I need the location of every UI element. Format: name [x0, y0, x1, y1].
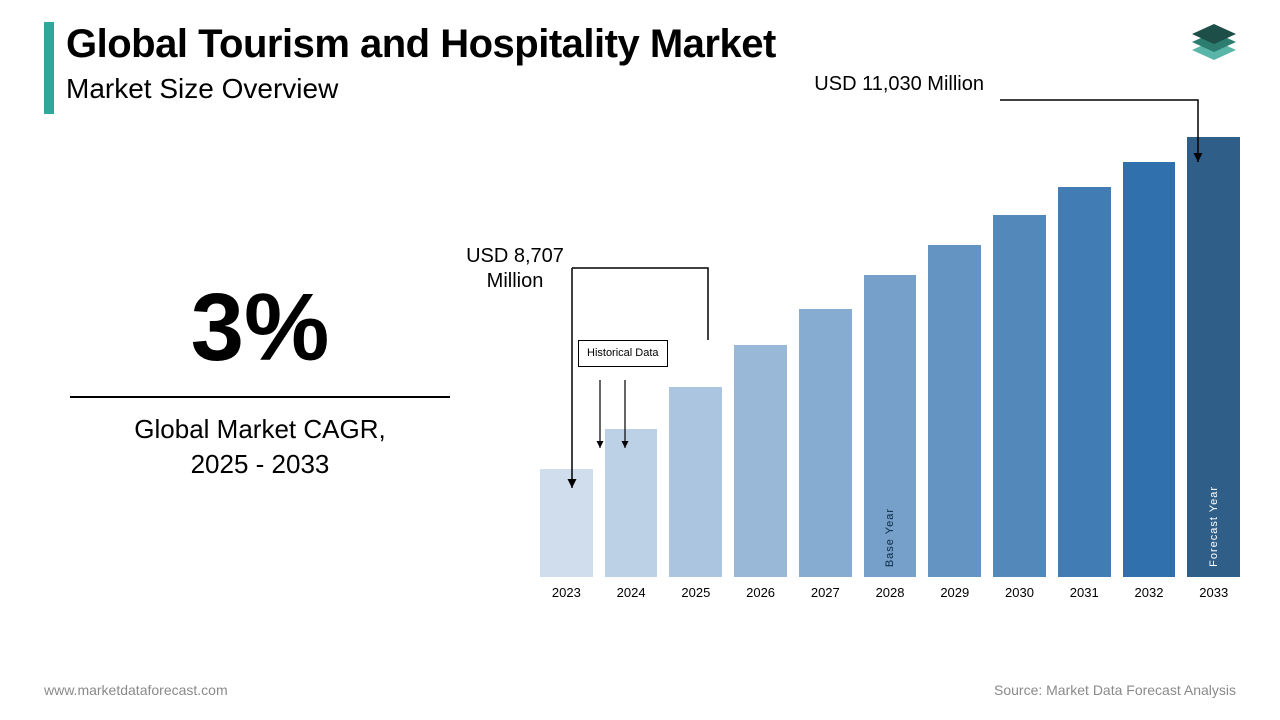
bar-wrap: 2032	[1123, 162, 1176, 600]
footer-url: www.marketdataforecast.com	[44, 682, 228, 698]
bar-xlabel: 2028	[876, 585, 905, 600]
brand-logo-icon	[1186, 16, 1242, 72]
bar-xlabel: 2032	[1135, 585, 1164, 600]
cagr-label-line1: Global Market CAGR,	[134, 414, 385, 444]
bar-xlabel: 2029	[940, 585, 969, 600]
bar-wrap: 2030	[993, 215, 1046, 600]
cagr-label-line2: 2025 - 2033	[191, 449, 330, 479]
forecast-year-text: Forecast Year	[1208, 486, 1220, 567]
bar-xlabel: 2025	[681, 585, 710, 600]
footer-source: Source: Market Data Forecast Analysis	[994, 682, 1236, 698]
bar-xlabel: 2024	[617, 585, 646, 600]
bar	[605, 429, 658, 577]
cagr-value: 3%	[70, 280, 450, 376]
base-year-text: Base Year	[884, 508, 896, 567]
bar-wrap: 2025	[669, 387, 722, 600]
bar	[669, 387, 722, 577]
bar-wrap: 2031	[1058, 187, 1111, 600]
bar-xlabel: 2023	[552, 585, 581, 600]
bar	[734, 345, 787, 577]
bar-xlabel: 2026	[746, 585, 775, 600]
bar-xlabel: 2031	[1070, 585, 1099, 600]
bar-wrap: 2026	[734, 345, 787, 600]
callout-end-value: USD 11,030 Million	[814, 72, 984, 97]
bar-xlabel: 2033	[1199, 585, 1228, 600]
page-subtitle: Market Size Overview	[66, 73, 776, 105]
page: Global Tourism and Hospitality Market Ma…	[0, 0, 1280, 720]
bar-wrap: 2023	[540, 469, 593, 600]
bar-wrap: 2027	[799, 309, 852, 600]
bar-xlabel: 2030	[1005, 585, 1034, 600]
bar-chart: 2023 2024 2025 2026 2027 Base Year 2028 2029 203…	[540, 170, 1240, 630]
bar-wrap: Forecast Year 2033	[1187, 137, 1240, 600]
bar	[1123, 162, 1176, 577]
title-block: Global Tourism and Hospitality Market Ma…	[44, 22, 776, 105]
bar: Base Year	[864, 275, 917, 577]
bars-container: 2023 2024 2025 2026 2027 Base Year 2028 2029 203…	[540, 180, 1240, 600]
bar	[799, 309, 852, 577]
cagr-block: 3% Global Market CAGR, 2025 - 2033	[70, 280, 450, 482]
page-title: Global Tourism and Hospitality Market	[66, 22, 776, 67]
bar-wrap: Base Year 2028	[864, 275, 917, 600]
bar	[540, 469, 593, 577]
bar	[993, 215, 1046, 577]
cagr-divider	[70, 396, 450, 398]
bar: Forecast Year	[1187, 137, 1240, 577]
bar	[1058, 187, 1111, 577]
cagr-label: Global Market CAGR, 2025 - 2033	[70, 412, 450, 482]
bar	[928, 245, 981, 577]
bar-wrap: 2029	[928, 245, 981, 600]
bar-xlabel: 2027	[811, 585, 840, 600]
bar-wrap: 2024	[605, 429, 658, 600]
